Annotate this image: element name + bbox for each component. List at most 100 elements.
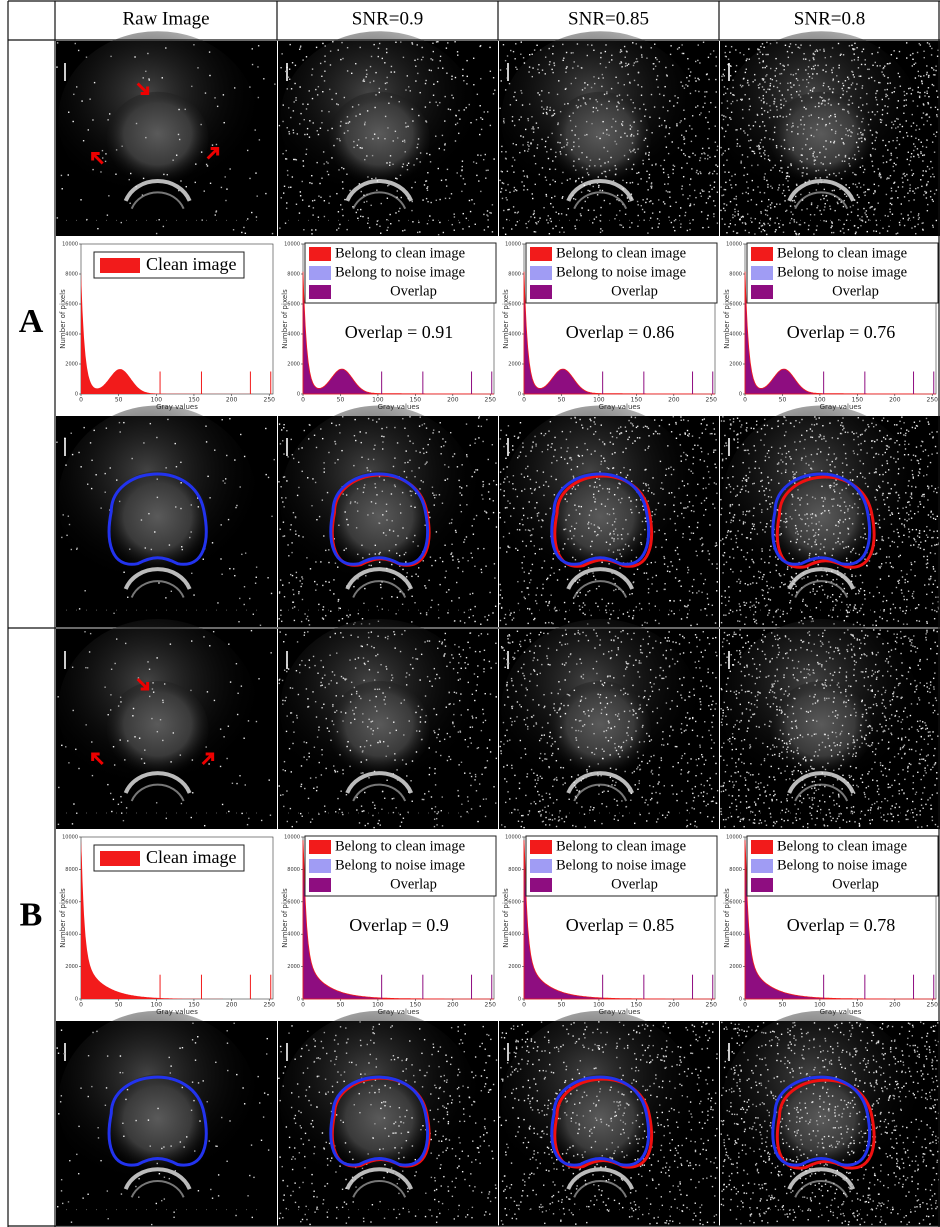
noise-dot xyxy=(705,509,706,510)
noise-dot xyxy=(752,582,753,583)
noise-dot xyxy=(399,555,400,556)
noise-dot xyxy=(899,144,900,145)
y-tick-label: 0 xyxy=(297,392,300,398)
noise-dot xyxy=(806,173,807,174)
noise-dot xyxy=(861,141,862,142)
noise-dot xyxy=(743,130,744,131)
noise-dot xyxy=(913,217,914,218)
noise-dot xyxy=(897,232,898,233)
noise-dot xyxy=(860,443,861,444)
noise-dot xyxy=(901,213,902,214)
noise-dot xyxy=(700,609,701,610)
noise-dot xyxy=(918,139,919,140)
y-tick-label: 0 xyxy=(739,392,742,398)
noise-dot xyxy=(689,539,690,540)
noise-dot xyxy=(674,496,675,497)
noise-dot xyxy=(539,174,540,175)
noise-dot xyxy=(297,495,298,496)
noise-dot xyxy=(594,83,595,84)
noise-dot xyxy=(583,612,584,613)
noise-dot xyxy=(535,553,536,554)
noise-dot xyxy=(516,190,517,191)
noise-dot xyxy=(606,542,607,543)
noise-dot xyxy=(549,184,550,185)
noise-dot xyxy=(430,58,431,59)
noise-dot xyxy=(513,617,514,618)
noise-dot xyxy=(902,182,903,183)
noise-dot xyxy=(444,149,445,150)
noise-dot xyxy=(287,174,288,175)
noise-dot xyxy=(825,196,826,197)
noise-dot xyxy=(829,512,830,513)
noise-dot xyxy=(427,444,428,445)
noise-dot xyxy=(367,176,368,177)
noise-dot xyxy=(458,133,459,134)
noise-dot xyxy=(417,59,418,60)
noise-dot xyxy=(712,563,713,564)
noise-dot xyxy=(744,222,745,223)
noise-dot xyxy=(856,116,857,117)
noise-dot xyxy=(563,232,564,233)
noise-dot xyxy=(912,53,913,54)
noise-dot xyxy=(704,500,705,501)
noise-dot xyxy=(448,108,449,109)
noise-dot xyxy=(879,515,880,516)
noise-dot xyxy=(802,601,803,602)
noise-dot xyxy=(636,557,637,558)
noise-dot xyxy=(901,592,902,593)
noise-dot xyxy=(575,580,576,581)
noise-dot xyxy=(407,169,408,170)
noise-dot xyxy=(823,85,824,86)
noise-dot xyxy=(445,198,446,199)
noise-dot xyxy=(505,151,506,152)
noise-dot xyxy=(925,449,926,450)
noise-dot xyxy=(769,610,770,611)
noise-dot xyxy=(655,562,656,563)
noise-dot xyxy=(689,156,690,157)
noise-dot xyxy=(518,437,519,438)
noise-dot xyxy=(689,590,690,591)
noise-dot xyxy=(410,506,411,507)
noise-dot xyxy=(843,224,844,225)
noise-dot xyxy=(881,71,882,72)
noise-dot xyxy=(677,48,678,49)
noise-dot xyxy=(500,489,501,490)
noise-dot xyxy=(789,222,790,223)
noise-dot xyxy=(316,519,317,520)
noise-dot xyxy=(804,514,805,515)
noise-dot xyxy=(299,212,300,213)
noise-dot xyxy=(486,419,487,420)
noise-dot xyxy=(436,200,437,201)
noise-dot xyxy=(100,507,101,508)
noise-dot xyxy=(787,180,788,181)
noise-dot xyxy=(559,569,560,570)
noise-dot xyxy=(163,226,164,227)
noise-dot xyxy=(387,227,388,228)
noise-dot xyxy=(922,175,923,176)
noise-dot xyxy=(794,202,795,203)
noise-dot xyxy=(487,111,488,112)
noise-dot xyxy=(839,172,840,173)
noise-dot xyxy=(716,568,717,569)
noise-dot xyxy=(330,50,331,51)
noise-dot xyxy=(919,129,920,130)
noise-dot xyxy=(575,126,576,127)
noise-dot xyxy=(323,462,324,463)
noise-dot xyxy=(586,134,587,135)
noise-dot xyxy=(680,223,681,224)
noise-dot xyxy=(427,186,428,187)
noise-dot xyxy=(846,128,847,129)
noise-dot xyxy=(790,581,791,582)
noise-dot xyxy=(549,64,550,65)
noise-dot xyxy=(799,85,800,86)
noise-dot xyxy=(800,96,801,97)
noise-dot xyxy=(567,103,568,104)
noise-dot xyxy=(658,623,659,624)
noise-dot xyxy=(575,78,576,79)
noise-dot xyxy=(888,493,889,494)
noise-dot xyxy=(921,142,922,143)
noise-dot xyxy=(421,47,422,48)
noise-dot xyxy=(537,515,538,516)
noise-dot xyxy=(393,530,394,531)
noise-dot xyxy=(682,185,683,186)
